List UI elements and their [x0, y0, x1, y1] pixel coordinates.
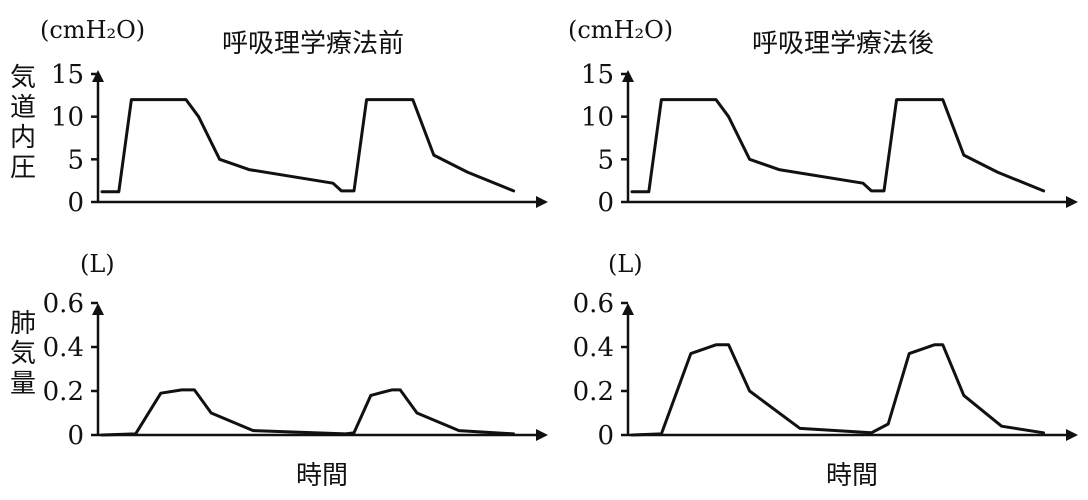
y-tick-label-top-left-3: 15: [51, 60, 84, 90]
series-line-top-right-0: [630, 98, 1046, 194]
y-axis-arrow-bottom-right: [622, 303, 634, 315]
panel-bottom-left: 0 0.2 0.4 0.6: [43, 289, 548, 451]
ylabel-char-3: 内: [10, 123, 36, 153]
y-tick-label-top-left-0: 0: [67, 188, 84, 218]
chart-bottom-right: (L) 時間: [608, 250, 878, 491]
title-before: 呼吸理学療法前: [222, 29, 404, 59]
series-line-bottom-left-0: [100, 388, 516, 437]
plot-layer: 0 5 10 15 0 5 10 15 0 0.2 0.4 0.6 0 0.2 0.4 0.6: [43, 60, 1078, 451]
y-tick-label-bottom-left-2: 0.4: [43, 333, 84, 363]
ylabel-char-2: 道: [10, 93, 36, 123]
ylabel-bottom-char-2: 気: [10, 339, 36, 369]
y-tick-label-bottom-right-0: 0: [597, 421, 614, 451]
y-tick-label-bottom-left-0: 0: [67, 421, 84, 451]
y-tick-label-top-right-0: 0: [597, 188, 614, 218]
y-tick-label-bottom-left-1: 0.2: [43, 377, 84, 407]
y-axis-arrow-top-left: [92, 70, 104, 82]
xlabel-bottom-right: 時間: [826, 461, 878, 491]
xlabel-bottom-left: 時間: [296, 461, 348, 491]
series-line-top-left-0: [100, 98, 516, 194]
x-axis-arrow-bottom-left: [536, 429, 548, 441]
chart-bottom-left: (L) 肺 気 量 時間: [10, 250, 348, 491]
x-axis-arrow-top-right: [1066, 196, 1078, 208]
x-axis-arrow-bottom-right: [1066, 429, 1078, 441]
ylabel-char-4: 圧: [10, 153, 36, 183]
unit-top-right: (cmH₂O): [568, 16, 673, 44]
ylabel-char-1: 気: [10, 63, 36, 93]
chart-top-left: (cmH₂O) 呼吸理学療法前 気 道 内 圧: [10, 16, 404, 183]
y-tick-label-top-right-1: 5: [597, 145, 614, 175]
y-axis-arrow-bottom-left: [92, 303, 104, 315]
unit-top-left: (cmH₂O): [40, 16, 145, 44]
panel-top-left: 0 5 10 15: [51, 60, 548, 218]
y-tick-label-bottom-left-3: 0.6: [43, 289, 84, 319]
y-tick-label-top-right-2: 10: [581, 103, 614, 133]
y-tick-label-bottom-right-3: 0.6: [573, 289, 614, 319]
y-tick-label-top-left-2: 10: [51, 103, 84, 133]
y-tick-label-bottom-right-1: 0.2: [573, 377, 614, 407]
series-line-bottom-right-0: [630, 343, 1046, 437]
panel-bottom-right: 0 0.2 0.4 0.6: [573, 289, 1078, 451]
ylabel-bottom-char-3: 量: [10, 369, 36, 399]
y-tick-label-bottom-right-2: 0.4: [573, 333, 614, 363]
y-tick-label-top-left-1: 5: [67, 145, 84, 175]
chart-top-right: (cmH₂O) 呼吸理学療法後: [568, 16, 934, 59]
title-after: 呼吸理学療法後: [752, 29, 934, 59]
x-axis-arrow-top-left: [536, 196, 548, 208]
y-tick-label-top-right-3: 15: [581, 60, 614, 90]
ylabel-bottom-char-1: 肺: [10, 309, 36, 339]
unit-bottom-right: (L): [608, 250, 643, 278]
y-axis-arrow-top-right: [622, 70, 634, 82]
unit-bottom-left: (L): [80, 250, 115, 278]
panel-top-right: 0 5 10 15: [581, 60, 1078, 218]
